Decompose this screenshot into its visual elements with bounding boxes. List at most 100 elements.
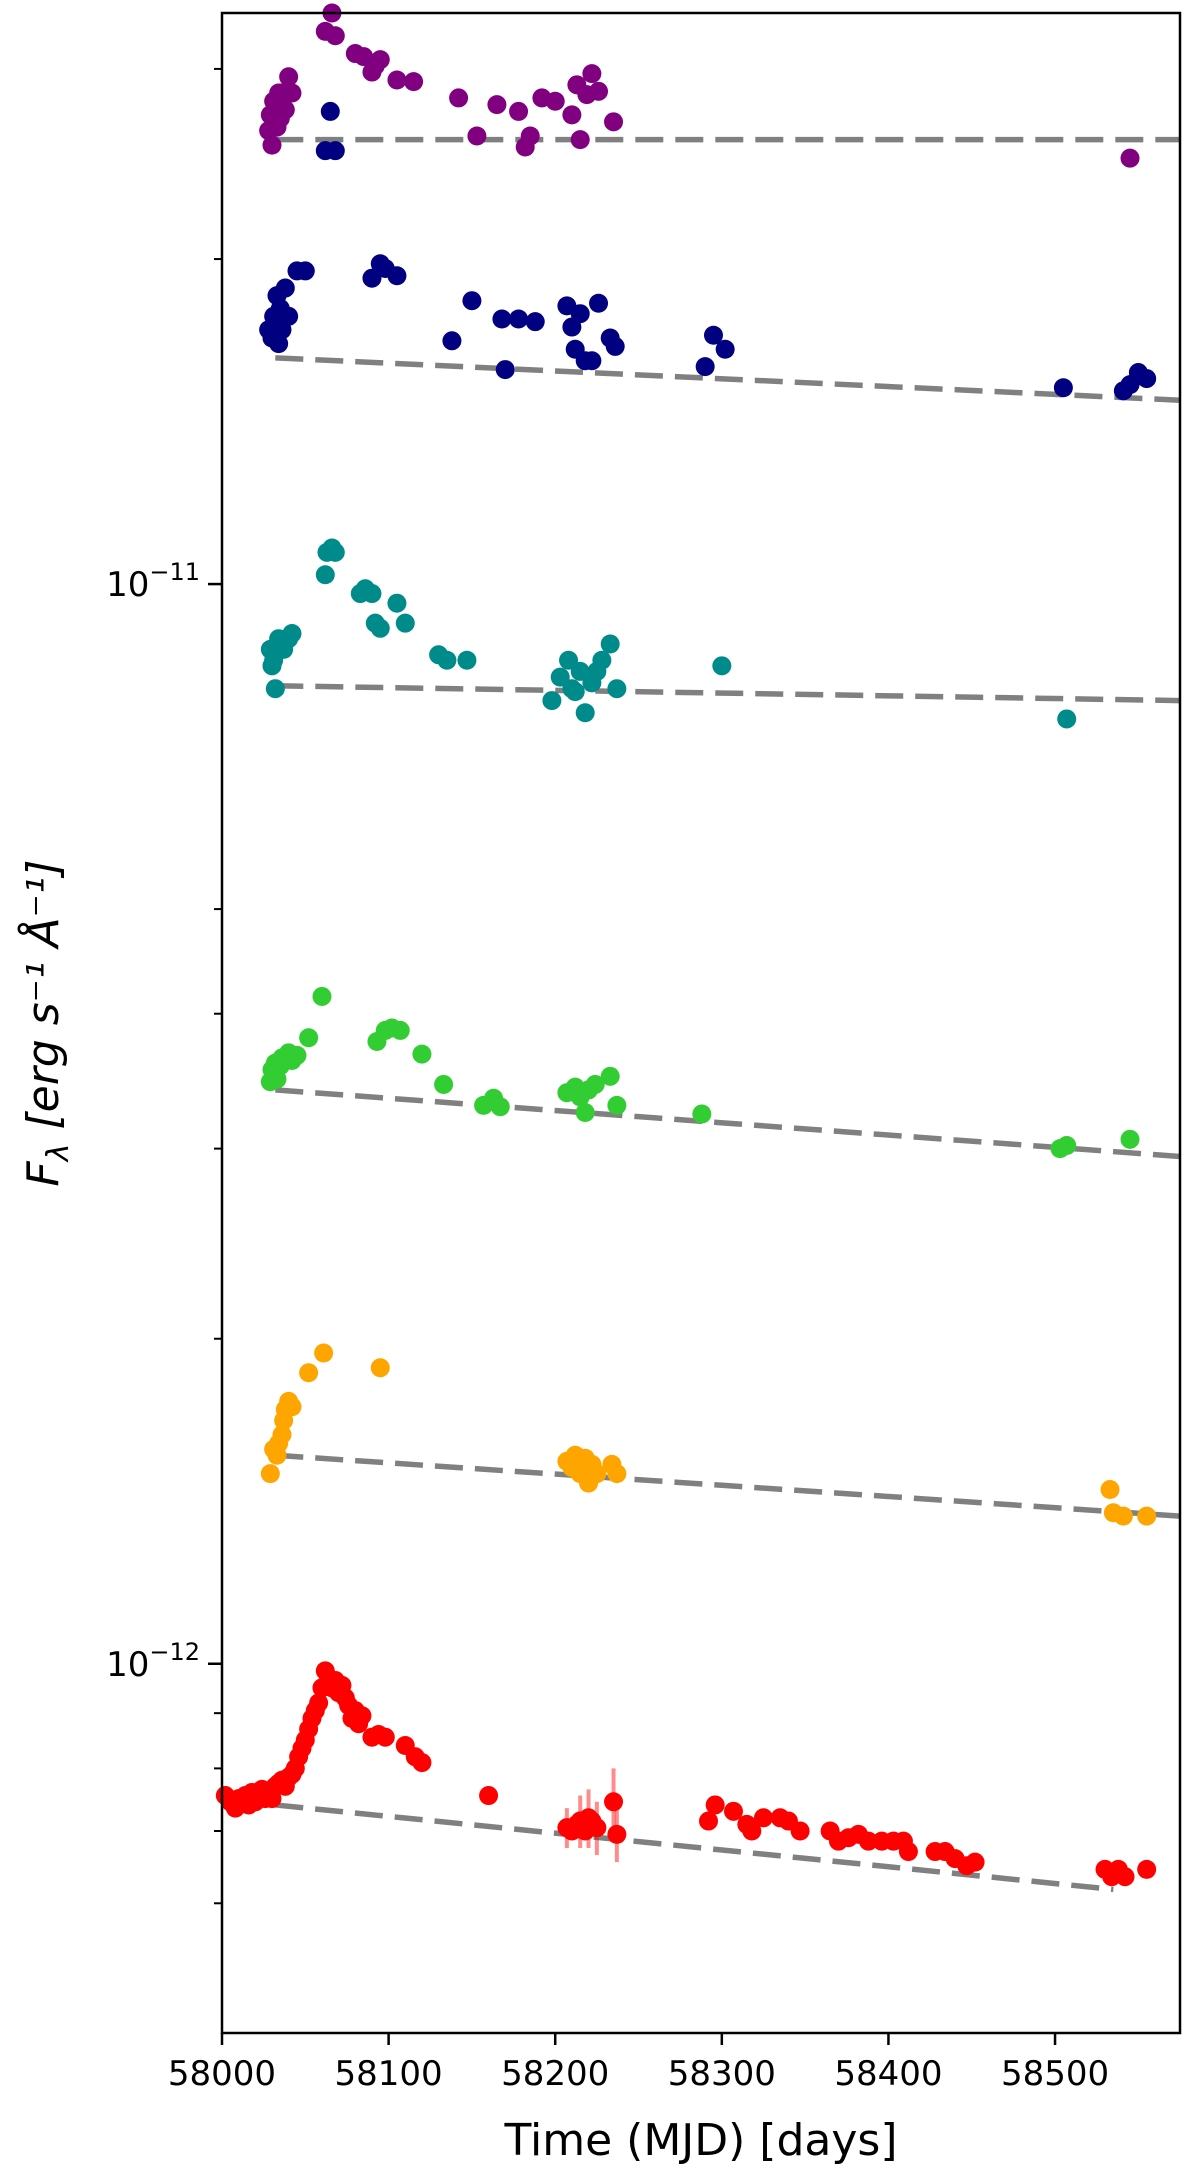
trend-line-2 — [275, 355, 1181, 403]
data-points — [215, 3, 1157, 1887]
data-point-green — [299, 1028, 319, 1048]
data-point-navy — [703, 325, 723, 345]
data-point-teal — [362, 584, 382, 604]
data-point-orange — [314, 1343, 334, 1363]
data-point-red — [753, 1808, 773, 1828]
data-point-purple — [370, 50, 390, 70]
data-point-red — [309, 1693, 329, 1713]
data-point-orange — [299, 1363, 319, 1383]
x-tick-label: 58500 — [1001, 2054, 1109, 2094]
y-axis-label-subscript: λ — [41, 1144, 76, 1164]
data-point-green — [585, 1074, 605, 1094]
data-point-purple — [487, 95, 507, 115]
data-point-teal — [565, 682, 585, 702]
data-point-navy — [279, 306, 299, 326]
data-point-purple — [562, 105, 582, 125]
x-tick-label: 58300 — [668, 2054, 776, 2094]
data-point-teal — [457, 650, 477, 670]
data-point-purple — [545, 91, 565, 111]
data-point-green — [1057, 1135, 1077, 1155]
data-point-red — [858, 1831, 878, 1851]
data-point-purple — [449, 88, 469, 108]
data-point-red — [375, 1727, 395, 1747]
data-point-teal — [570, 661, 590, 681]
data-point-green — [600, 1066, 620, 1086]
data-point-navy — [275, 278, 295, 298]
x-axis-ticks: 58000 58100 58200 58300 58400 58500 — [168, 2033, 1109, 2094]
trend-line-5 — [275, 1452, 1181, 1519]
data-point-orange — [1100, 1480, 1120, 1500]
data-point-teal — [325, 542, 345, 562]
data-point-teal — [575, 703, 595, 723]
data-point-navy — [695, 357, 715, 377]
data-point-navy — [1053, 378, 1073, 398]
data-point-purple — [282, 83, 302, 103]
data-point-orange — [587, 1464, 607, 1484]
trend-line-4 — [275, 1087, 1181, 1160]
data-point-navy — [525, 312, 545, 332]
data-point-navy — [1137, 369, 1157, 389]
data-point-red — [705, 1795, 725, 1815]
data-point-teal — [315, 565, 335, 585]
data-point-purple — [1120, 148, 1140, 168]
data-point-green — [1120, 1129, 1140, 1149]
x-tick-label: 58100 — [335, 2054, 443, 2094]
data-point-navy — [462, 291, 482, 311]
data-point-green — [434, 1074, 454, 1094]
data-point-red — [790, 1821, 810, 1841]
data-point-purple — [520, 126, 540, 146]
data-point-teal — [387, 593, 407, 613]
data-point-teal — [592, 650, 612, 670]
trend-line-6 — [275, 1802, 1114, 1893]
data-point-purple — [275, 100, 295, 120]
data-point-navy — [495, 360, 515, 380]
data-point-orange — [1113, 1506, 1133, 1526]
data-point-navy — [509, 309, 529, 329]
data-point-red — [1115, 1867, 1135, 1887]
data-point-teal — [607, 679, 627, 699]
x-tick-label: 58000 — [168, 2054, 276, 2094]
data-point-teal — [542, 691, 562, 711]
data-point-teal — [1057, 709, 1077, 729]
data-point-orange — [272, 1425, 292, 1445]
y-axis-ticks: 10−12 10−11 — [106, 67, 222, 1905]
y-axis-label-symbol: F — [18, 1161, 69, 1187]
data-point-navy — [582, 351, 602, 371]
data-point-green — [692, 1104, 712, 1124]
data-point-red — [607, 1824, 627, 1844]
data-point-green — [390, 1020, 410, 1040]
data-point-orange — [370, 1358, 390, 1378]
x-tick-label: 58200 — [501, 2054, 609, 2094]
data-point-navy — [605, 336, 625, 356]
data-point-teal — [265, 679, 285, 699]
data-point-navy — [442, 331, 462, 351]
data-point-navy — [570, 304, 590, 324]
data-point-navy — [320, 101, 340, 121]
y-axis-label: Fλ [erg s⁻¹ Å⁻¹] — [16, 859, 76, 1186]
data-point-purple — [262, 135, 282, 155]
y-axis-label-units: [erg s⁻¹ Å⁻¹] — [16, 859, 69, 1143]
data-point-red — [412, 1753, 432, 1773]
data-point-red — [604, 1792, 624, 1812]
data-point-purple — [509, 101, 529, 121]
data-point-navy — [387, 266, 407, 286]
data-point-teal — [600, 634, 620, 654]
data-point-green — [490, 1097, 510, 1117]
data-point-green — [287, 1045, 307, 1065]
data-point-red — [1137, 1859, 1157, 1879]
data-point-green — [412, 1044, 432, 1064]
data-point-red — [698, 1811, 718, 1831]
data-point-orange — [260, 1464, 280, 1484]
data-point-orange — [282, 1397, 302, 1417]
data-point-purple — [570, 130, 590, 150]
x-tick-label: 58400 — [834, 2054, 942, 2094]
data-point-teal — [395, 613, 415, 633]
data-point-red — [723, 1801, 743, 1821]
data-point-green — [575, 1103, 595, 1123]
data-point-navy — [492, 309, 512, 329]
data-point-navy — [715, 339, 735, 359]
data-point-navy — [589, 293, 609, 313]
y-tick-label: 10−11 — [106, 558, 200, 605]
